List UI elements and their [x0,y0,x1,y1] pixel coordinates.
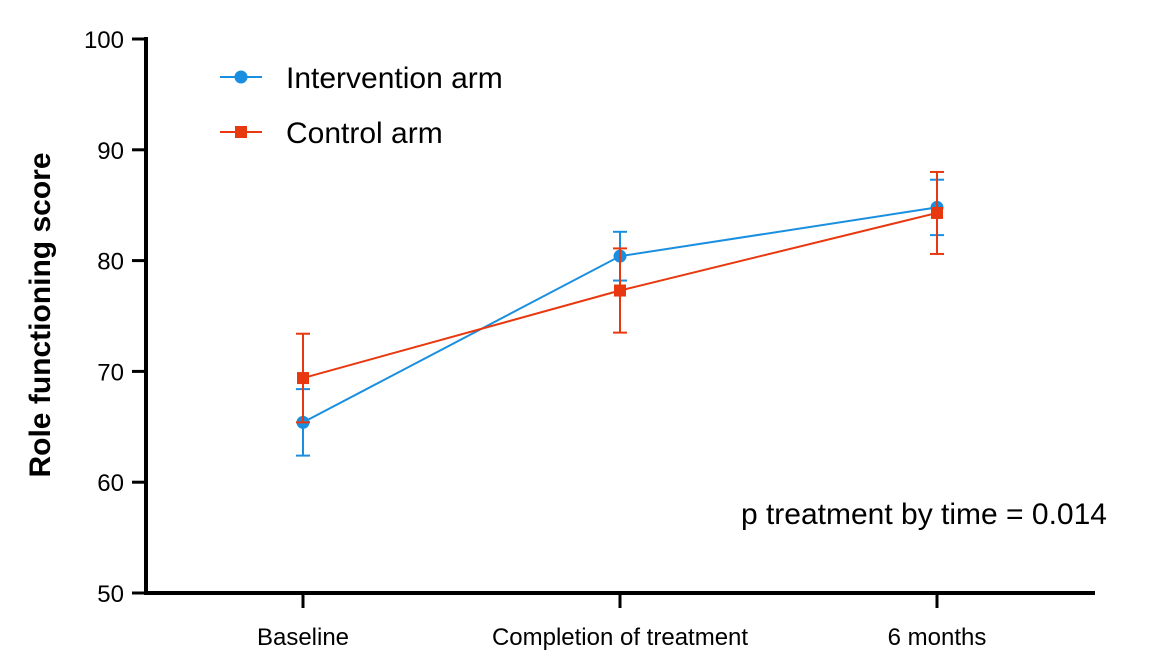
y-tick-label: 90 [97,138,124,165]
legend-label: Intervention arm [286,62,503,95]
p-value-annotation: p treatment by time = 0.014 [741,498,1107,531]
legend-marker [235,126,247,138]
legend-item: Control arm [220,117,443,150]
y-tick-label: 60 [97,470,124,497]
legend-label: Control arm [286,117,443,150]
legend-marker [234,70,248,84]
legend: Intervention arm Control arm [220,62,503,150]
legend-item: Intervention arm [220,62,503,95]
series-layer [296,170,944,457]
y-tick-label: 100 [84,27,124,54]
y-axis-label: Role functioning score [24,152,57,477]
y-tick-label: 50 [97,581,124,608]
data-point [614,284,626,297]
axes: 50 60 70 80 90 100 Baseline Completion of treat… [84,27,1095,651]
data-point [297,372,309,385]
data-point [931,206,943,219]
y-tick-label: 80 [97,249,124,276]
x-tick-label: Completion of treatment [492,624,748,651]
y-tick-label: 70 [97,359,124,386]
series-2 [296,170,944,424]
x-tick-label: 6 months [888,624,987,651]
x-tick-label: Baseline [257,624,349,651]
